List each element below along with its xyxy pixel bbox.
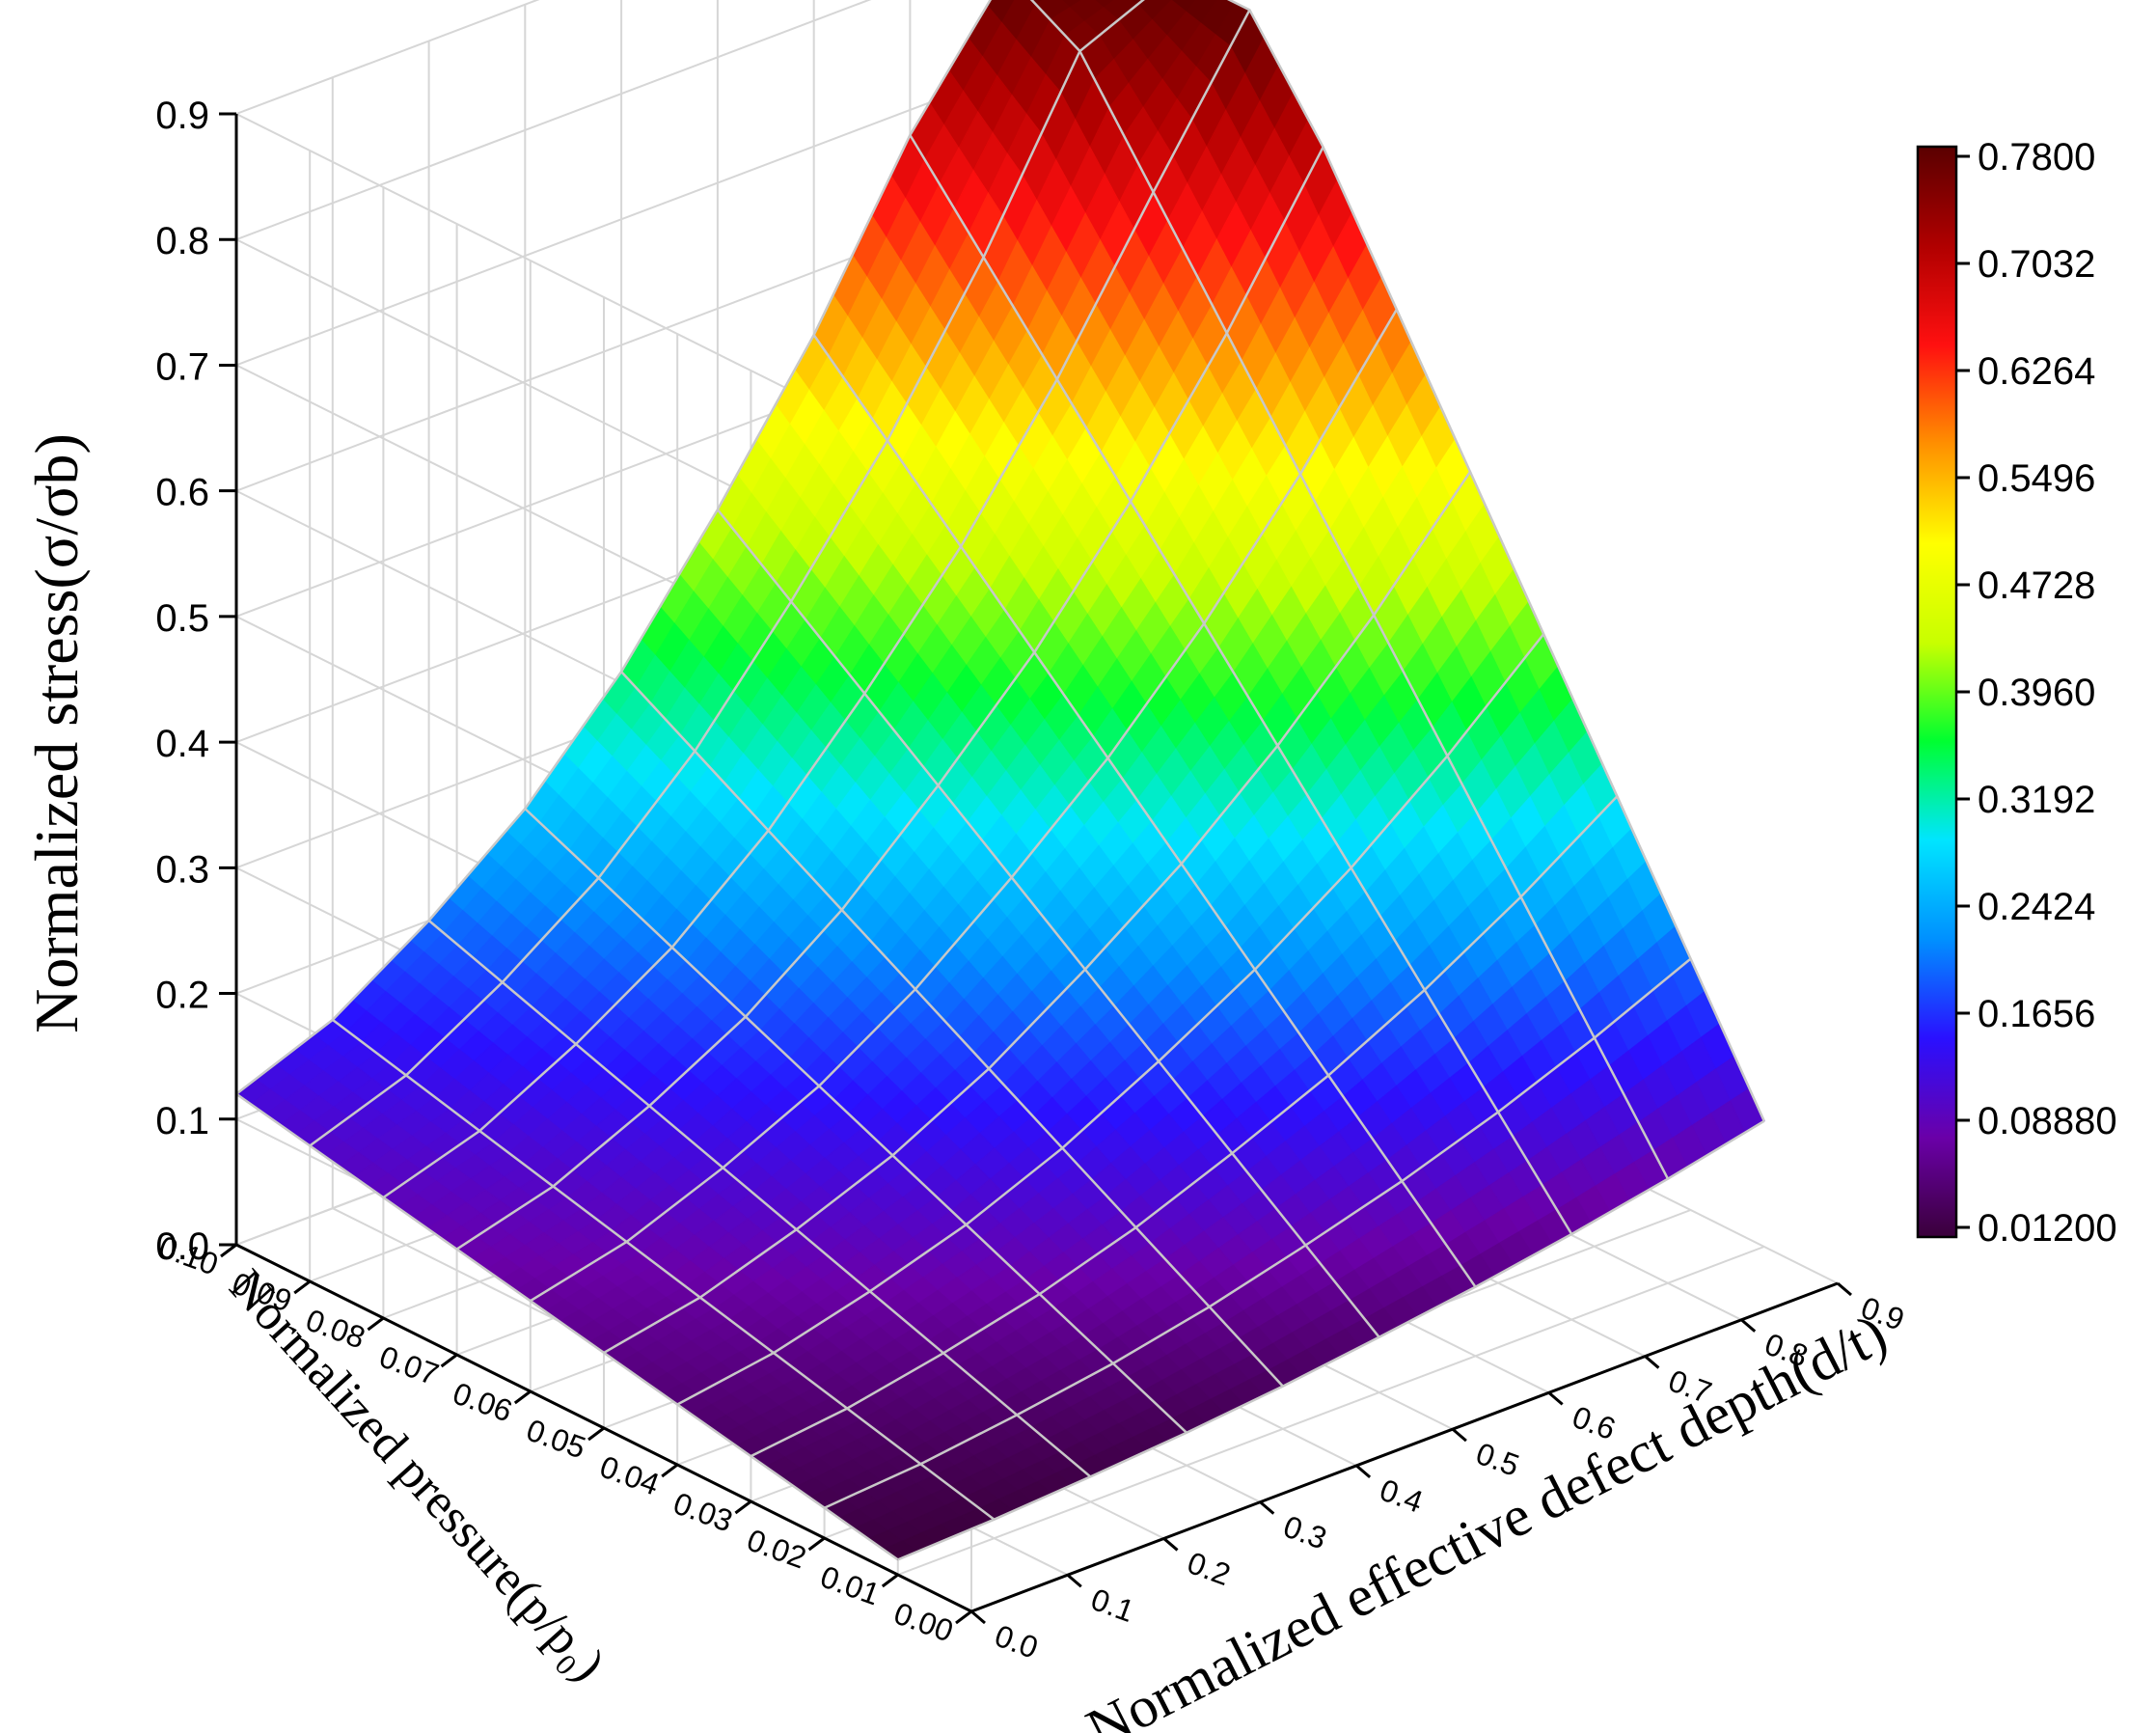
surface-mesh-line	[1029, 0, 1670, 1180]
surface-mesh-line	[382, 9, 1251, 1199]
z-tick-label: 0.4	[155, 723, 209, 765]
y-tick	[440, 1353, 458, 1368]
colorbar-tick-label: 0.01200	[1978, 1207, 2117, 1250]
y-tick-label: 0.03	[669, 1485, 737, 1538]
x-tick	[1837, 1281, 1852, 1297]
y-tick	[955, 1609, 972, 1625]
y-tick-label: 0.01	[816, 1558, 885, 1611]
z-tick-label: 0.1	[155, 1100, 209, 1142]
x-tick	[1066, 1574, 1082, 1588]
colorbar-tick-label: 0.3192	[1978, 779, 2095, 821]
y-tick-label: 0.07	[375, 1338, 444, 1391]
y-axis-label: Normalized pressure(p/p₀)	[219, 1259, 615, 1692]
x-axis-line	[970, 1281, 1839, 1613]
surface-mesh-line	[897, 1119, 1765, 1561]
colorbar-tick-label: 0.1656	[1978, 993, 2095, 1035]
y-tick	[513, 1389, 532, 1405]
surface-mesh-line	[909, 134, 1573, 1235]
surface-mesh-line	[455, 146, 1324, 1251]
y-tick	[293, 1279, 312, 1295]
surface-mesh-line	[235, 0, 993, 1095]
z-tick-label: 0.5	[155, 597, 209, 640]
z-tick-label: 0.6	[155, 472, 209, 514]
surface-mesh-line	[1226, 0, 1765, 1122]
y-tick	[661, 1463, 679, 1478]
y-tick-label: 0.06	[449, 1375, 517, 1428]
z-tick-label: 0.8	[155, 220, 209, 262]
x-tick-label: 0.3	[1279, 1508, 1331, 1555]
surface-mesh-line	[332, 1018, 996, 1521]
surface-cell	[1093, 0, 1116, 9]
surface-mesh-line	[524, 808, 1187, 1434]
z-tick-label: 0.2	[155, 975, 209, 1017]
x-tick	[1259, 1500, 1275, 1515]
z-tick-label: 0.7	[155, 345, 209, 388]
colorbar-tick-label: 0.08880	[1978, 1100, 2117, 1142]
y-tick	[734, 1499, 752, 1515]
y-tick-label: 0.05	[522, 1412, 590, 1465]
surface-mesh-line	[309, 0, 1145, 1147]
y-tick-label: 0.04	[595, 1448, 664, 1501]
colorbar-tick-label: 0.5496	[1978, 457, 2095, 500]
x-tick-label: 0.1	[1086, 1582, 1138, 1629]
surface-mesh-line	[716, 509, 1380, 1338]
x-tick-label: 0.0	[991, 1618, 1043, 1665]
y-tick	[367, 1316, 385, 1332]
x-tick-label: 0.4	[1376, 1472, 1428, 1520]
floor-grid-line	[897, 1246, 1765, 1576]
y-tick-label: 0.10	[154, 1228, 223, 1281]
colorbar-tick-label: 0.6264	[1978, 350, 2095, 393]
x-tick	[1740, 1318, 1757, 1333]
x-tick	[970, 1609, 986, 1625]
surface-mesh-line	[530, 309, 1398, 1303]
z-axis-label: Normalized stress(σ/σb)	[22, 433, 91, 1033]
surface-mesh-line	[427, 920, 1092, 1478]
y-tick-label: 0.00	[889, 1595, 958, 1648]
surface-mesh-line	[824, 957, 1692, 1509]
x-tick	[1451, 1427, 1467, 1443]
x-tick	[1162, 1537, 1179, 1552]
colorbar: 0.01200 0.08880 0.1656 0.2424 0.3192 0.3960 0.…	[1916, 136, 2117, 1250]
surface-mesh-line	[750, 795, 1619, 1458]
y-tick	[881, 1573, 899, 1588]
colorbar-tick-label: 0.3960	[1978, 672, 2095, 714]
z-tick-label: 0.3	[155, 848, 209, 891]
surface-mesh-line	[676, 633, 1545, 1406]
x-tick-label: 0.5	[1472, 1436, 1524, 1483]
x-tick	[1644, 1355, 1660, 1369]
surface-mesh-line	[603, 471, 1472, 1354]
z-tick-label: 0.0	[155, 1225, 209, 1268]
x-tick	[1355, 1464, 1372, 1479]
colorbar-tick-label: 0.2424	[1978, 886, 2095, 928]
colorbar-tick-label: 0.4728	[1978, 564, 2095, 607]
surface-mesh-line	[235, 1092, 899, 1561]
back-wall-grid-line	[235, 0, 540, 115]
y-tick	[807, 1536, 826, 1552]
y-tick	[587, 1426, 605, 1442]
surface-cell	[1060, 0, 1083, 9]
surface-plot	[234, 0, 1765, 1561]
colorbar-tick-label: 0.7032	[1978, 243, 2095, 286]
z-tick-label: 0.9	[155, 95, 209, 137]
x-tick	[1547, 1391, 1564, 1406]
colorbar-gradient	[1916, 145, 1958, 1239]
colorbar-tick-label: 0.7800	[1978, 136, 2095, 179]
y-tick	[220, 1243, 237, 1258]
surface-mesh-line	[620, 671, 1284, 1388]
x-tick-label: 0.2	[1183, 1545, 1235, 1592]
surface-mesh-line	[812, 334, 1477, 1288]
y-tick-label: 0.02	[743, 1522, 811, 1575]
